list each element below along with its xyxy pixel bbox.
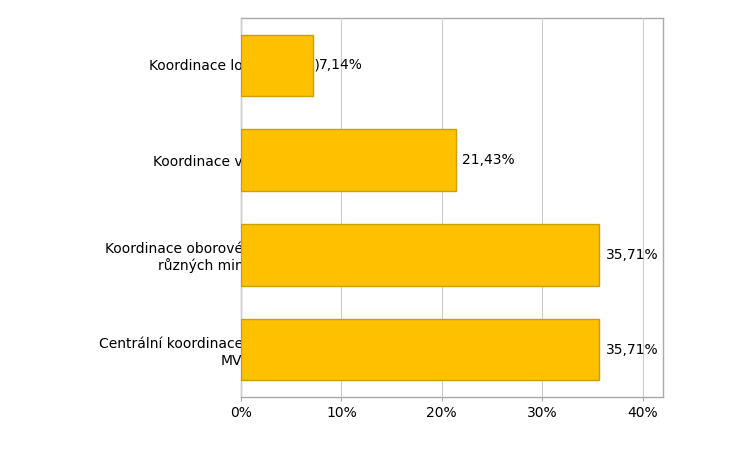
Bar bbox=[241, 35, 312, 96]
Bar bbox=[241, 129, 456, 191]
Bar bbox=[241, 224, 599, 285]
Text: 35,71%: 35,71% bbox=[605, 342, 658, 357]
Bar bbox=[241, 319, 599, 380]
Text: 35,71%: 35,71% bbox=[605, 248, 658, 262]
Text: 21,43%: 21,43% bbox=[462, 153, 515, 167]
Text: 7,14%: 7,14% bbox=[319, 58, 362, 73]
